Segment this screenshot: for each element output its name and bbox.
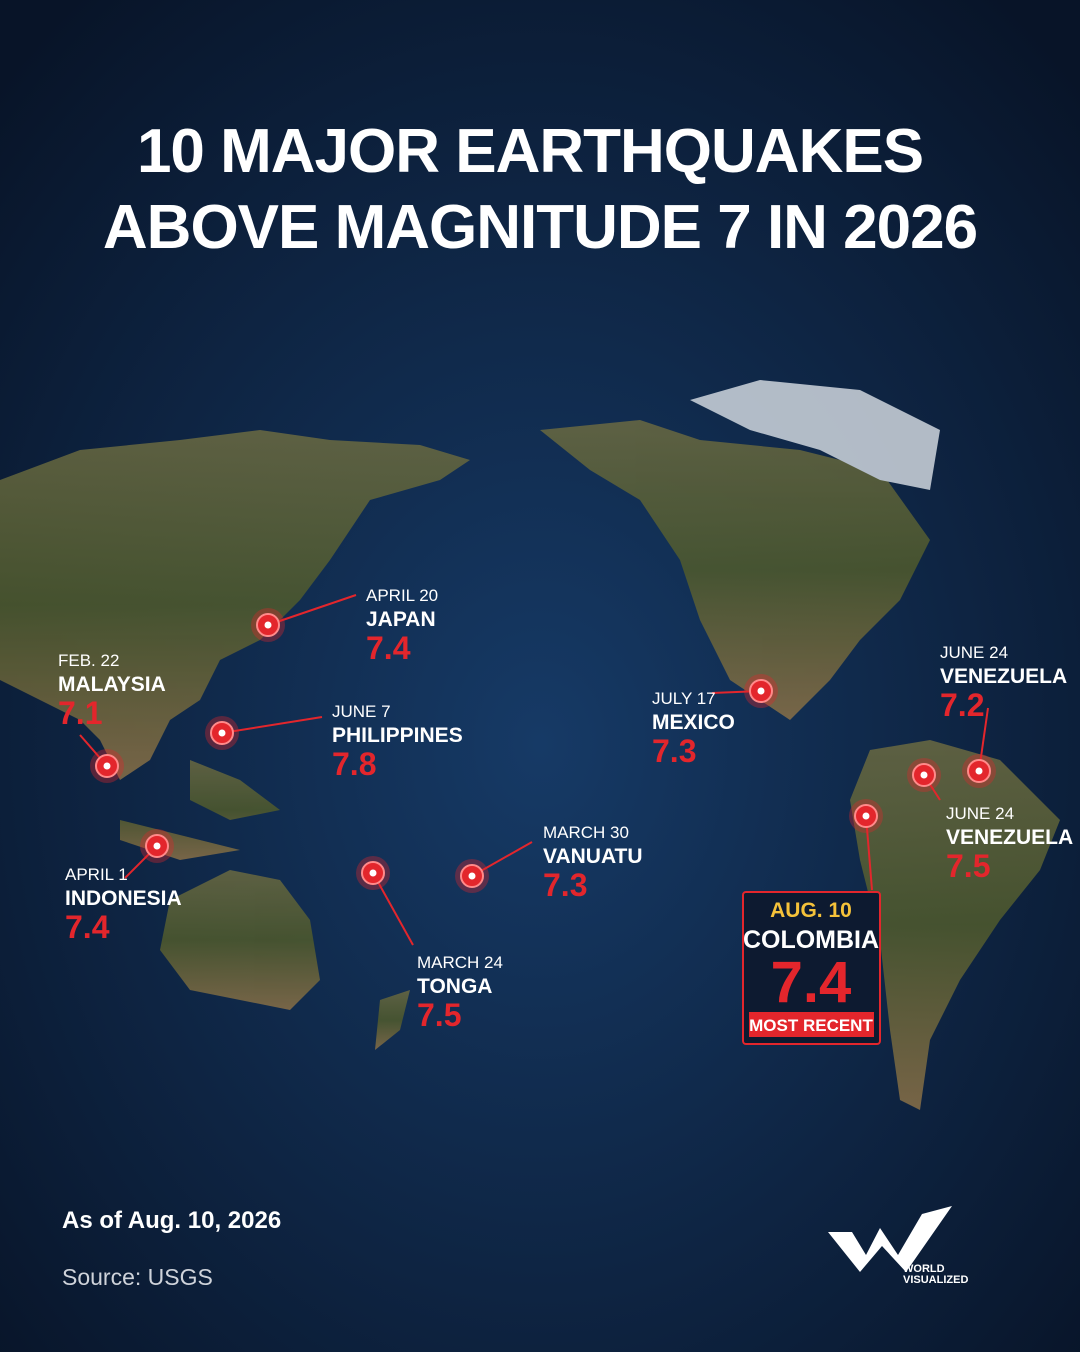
quake-country: MEXICO <box>652 711 735 734</box>
as-of-date: As of Aug. 10, 2026 <box>62 1207 281 1234</box>
marker-dot <box>218 729 226 737</box>
eurasia <box>0 430 470 780</box>
quake-tag: MOST RECENT <box>749 1016 873 1035</box>
marker-dot <box>264 621 272 629</box>
leader-line <box>267 594 357 626</box>
marker-dot <box>862 812 870 820</box>
leader-line <box>221 716 323 734</box>
marker-dot <box>103 762 111 770</box>
quake-date: APRIL 20 <box>366 586 438 605</box>
quake-date: JUNE 7 <box>332 702 391 721</box>
quake-country: MALAYSIA <box>58 673 166 696</box>
marker-dot <box>920 771 928 779</box>
quake-country: TONGA <box>417 975 492 998</box>
quake-date: JUNE 24 <box>946 804 1014 823</box>
quake-magnitude: 7.3 <box>543 867 587 903</box>
quake-country: VENEZUELA <box>946 826 1073 849</box>
leader-line <box>372 872 414 946</box>
marker-dot <box>975 767 983 775</box>
quake-country: VENEZUELA <box>940 665 1067 688</box>
quake-date: MARCH 30 <box>543 823 629 842</box>
quake-country: PHILIPPINES <box>332 724 463 747</box>
quake-magnitude: 7.4 <box>366 630 411 666</box>
north-america <box>540 420 930 720</box>
marker-dot <box>153 842 161 850</box>
logo-text: WORLD <box>903 1263 945 1275</box>
title-line: ABOVE MAGNITUDE 7 IN 2026 <box>103 193 977 262</box>
tag-box <box>749 1012 874 1037</box>
quake-magnitude: 7.4 <box>771 950 852 1015</box>
south-america <box>850 740 1060 1110</box>
quake-date: JUNE 24 <box>940 643 1008 662</box>
leader-line <box>865 815 873 891</box>
logo: WORLD VISUALIZED <box>828 1206 968 1286</box>
marker-dot <box>468 872 476 880</box>
marker-dot <box>369 869 377 877</box>
quake-magnitude: 7.8 <box>332 746 376 782</box>
quake-magnitude: 7.3 <box>652 733 696 769</box>
quake-country: INDONESIA <box>65 887 182 910</box>
quake-date: FEB. 22 <box>58 651 119 670</box>
quake-magnitude: 7.5 <box>417 997 461 1033</box>
new-zealand <box>375 990 410 1050</box>
australia <box>160 870 320 1010</box>
quake-country: COLOMBIA <box>743 926 879 954</box>
map <box>0 380 1060 1110</box>
logo-text: VISUALIZED <box>903 1274 968 1286</box>
quake-date: JULY 17 <box>652 689 716 708</box>
source: Source: USGS <box>62 1264 213 1290</box>
quake-magnitude: 7.1 <box>58 695 102 731</box>
greenland <box>690 380 940 490</box>
title-line: 10 MAJOR EARTHQUAKES <box>137 117 923 186</box>
quake-magnitude: 7.2 <box>940 687 984 723</box>
quake-date: MARCH 24 <box>417 953 503 972</box>
marker-dot <box>757 687 765 695</box>
quake-magnitude: 7.4 <box>65 909 110 945</box>
quake-date: APRIL 1 <box>65 865 128 884</box>
quake-country: JAPAN <box>366 608 436 631</box>
quake-country: VANUATU <box>543 845 643 868</box>
callout-box <box>742 891 881 1045</box>
logo-mark <box>828 1206 952 1272</box>
quake-date: AUG. 10 <box>770 899 852 922</box>
quake-magnitude: 7.5 <box>946 848 990 884</box>
